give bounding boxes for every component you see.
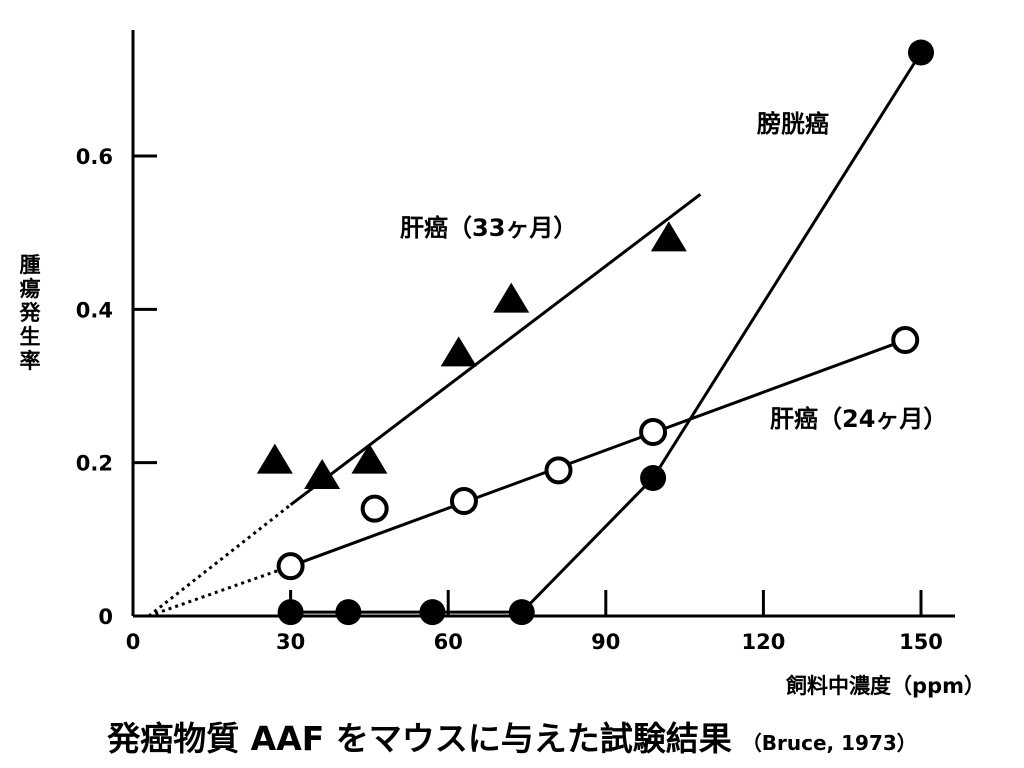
fit-line-series-2 — [290, 338, 906, 568]
y-tick-label: 0 — [98, 605, 113, 629]
fit-lines — [147, 51, 923, 618]
x-tick-label: 150 — [899, 630, 943, 654]
caption-main: 発癌物質 AAF をマウスに与えた試験結果 — [107, 719, 732, 758]
extrapolation-line — [147, 503, 292, 618]
series-label-liver-24: 肝癌（24ヶ月） — [770, 405, 947, 433]
x-tick-label: 0 — [126, 630, 141, 654]
filled-circle-point — [419, 599, 446, 626]
filled-circle-point — [508, 599, 535, 626]
filled-circle-point — [908, 39, 934, 66]
open-circle-point — [891, 326, 920, 354]
triangle-point — [351, 443, 388, 474]
y-tick-label: 0.2 — [76, 452, 113, 476]
series-labels: 肝癌（33ヶ月） 肝癌（24ヶ月） 膀胱癌 — [400, 110, 947, 433]
x-tick-label: 90 — [591, 630, 620, 654]
fit-line-series-1 — [289, 193, 702, 507]
x-tick-label: 30 — [276, 630, 305, 654]
y-axis-label-char: 瘍 — [20, 277, 41, 301]
x-tick-label: 120 — [741, 630, 785, 654]
open-circle-point — [276, 552, 305, 581]
triangle-point — [256, 443, 293, 474]
triangle-point — [304, 459, 341, 489]
series-label-liver-33: 肝癌（33ヶ月） — [400, 214, 577, 242]
y-axis-label-char: 生 — [20, 325, 41, 349]
open-circle-point — [544, 456, 573, 485]
caption-source: （Bruce, 1973） — [741, 731, 917, 755]
data-points — [256, 39, 934, 626]
figure-caption: 発癌物質 AAF をマウスに与えた試験結果 （Bruce, 1973） — [0, 712, 1024, 760]
open-circle-point — [639, 418, 668, 446]
y-axis-label-char: 率 — [20, 349, 41, 373]
y-tick-label: 0.6 — [76, 145, 113, 169]
fit-line-series-3 — [290, 51, 923, 614]
open-circle-point — [360, 494, 389, 523]
x-axis-label: 飼料中濃度（ppm） — [785, 674, 985, 698]
y-tick-label: 0.4 — [76, 298, 113, 322]
extrapolation-line — [148, 564, 292, 618]
triangle-point — [440, 336, 477, 367]
x-tick-label: 60 — [434, 630, 463, 654]
y-axis-label-char: 腫 — [20, 253, 41, 277]
filled-circle-point — [335, 599, 362, 626]
triangle-point — [650, 221, 687, 252]
open-circle-point — [449, 487, 478, 515]
series-label-bladder: 膀胱癌 — [756, 110, 829, 138]
filled-circle-point — [277, 599, 304, 626]
filled-circle-point — [640, 465, 667, 491]
y-axis-label-char: 発 — [19, 301, 42, 325]
triangle-point — [493, 282, 530, 313]
